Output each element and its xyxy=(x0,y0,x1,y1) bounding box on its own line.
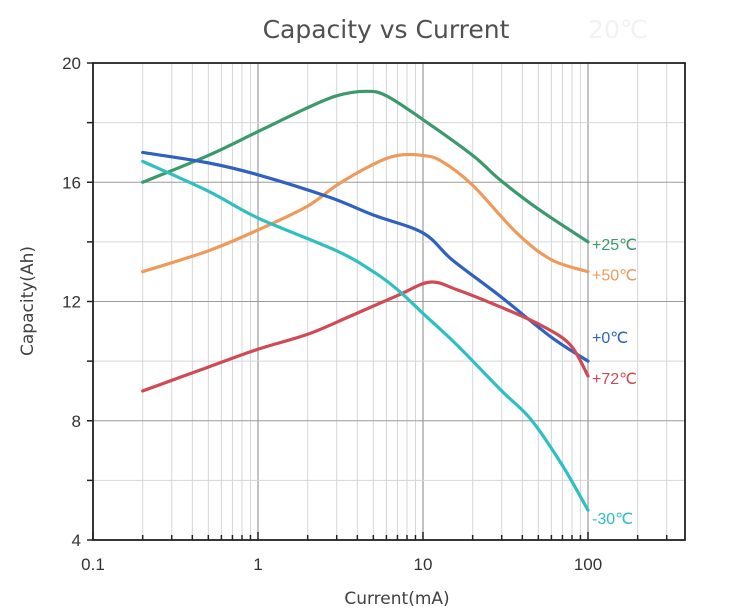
series-line-minus30c xyxy=(141,159,590,512)
plot-frame xyxy=(92,62,686,541)
axes: 0.1 1 10 100 4 8 12 16 20 xyxy=(62,54,686,574)
series-label: +25℃ xyxy=(592,237,637,254)
x-tick-label: 0.1 xyxy=(81,555,105,574)
x-axis-label: Current(mA) xyxy=(344,589,449,609)
series-line-plus0c xyxy=(141,150,590,363)
grid xyxy=(92,63,685,540)
y-tick-label: 20 xyxy=(62,54,81,73)
x-tick-label: 1 xyxy=(253,555,262,574)
chart-title: Capacity vs Current xyxy=(263,15,510,44)
series-label: +50℃ xyxy=(592,268,637,285)
series-label: -30℃ xyxy=(592,511,633,528)
series-label: +72℃ xyxy=(592,371,637,388)
series-line-plus72c xyxy=(141,280,590,393)
series-lines xyxy=(141,89,590,512)
y-tick-label: 12 xyxy=(62,293,81,312)
series-label: +0℃ xyxy=(592,330,628,347)
series-line-plus25c xyxy=(141,89,590,244)
x-tick-label: 10 xyxy=(414,555,433,574)
y-tick-label: 16 xyxy=(62,173,81,192)
series-labels: +25℃ +50℃ +0℃ +72℃ -30℃ xyxy=(592,237,637,528)
watermark-text: 20℃ xyxy=(588,15,648,44)
y-tick-label: 8 xyxy=(72,412,81,431)
y-axis-label: Capacity(Ah) xyxy=(18,246,38,356)
y-tick-label: 4 xyxy=(72,531,81,550)
series-line-plus50c xyxy=(141,152,590,274)
x-tick-label: 100 xyxy=(574,555,602,574)
